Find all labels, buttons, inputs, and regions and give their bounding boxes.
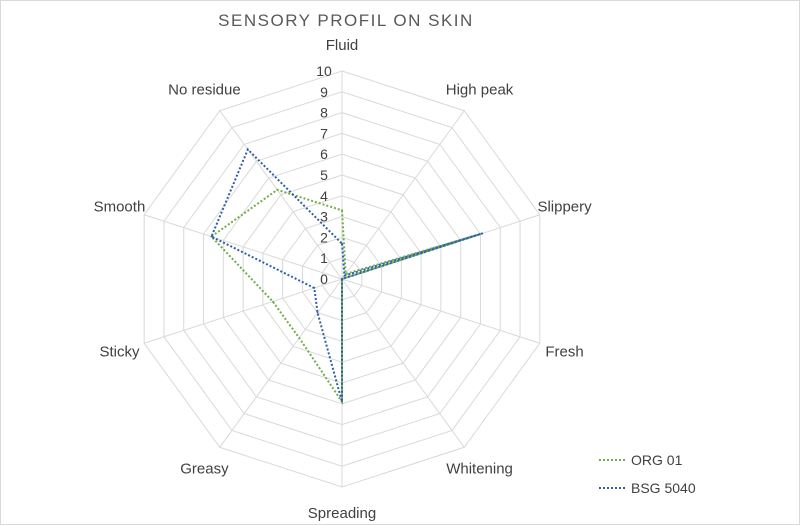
series-1-point xyxy=(247,148,249,151)
series-1-point xyxy=(341,400,343,403)
r-tick-label: 1 xyxy=(320,250,328,266)
axis-label: Whitening xyxy=(446,460,513,477)
series-0-point xyxy=(276,189,279,191)
axis-label: No residue xyxy=(168,82,241,99)
radar-axis-labels: Fluid High peak Slippery Fresh Whitening Spre… xyxy=(94,37,593,522)
series-1-point xyxy=(341,278,343,280)
legend-label-org01: ORG 01 xyxy=(631,452,683,468)
series-1-point xyxy=(313,287,316,289)
chart-title: SENSORY PROFIL ON SKIN xyxy=(218,11,474,30)
axis-label: Fresh xyxy=(545,343,583,360)
r-tick-label: 10 xyxy=(316,63,332,79)
series-1-point xyxy=(481,232,484,235)
legend-swatch-org01 xyxy=(599,459,625,461)
grid-spoke xyxy=(341,278,465,448)
series-0-point xyxy=(341,209,343,212)
series-0-point xyxy=(298,337,301,339)
r-tick-label: 2 xyxy=(320,229,328,245)
r-tick-label: 9 xyxy=(320,84,328,100)
axis-label: Greasy xyxy=(180,460,229,477)
series-1-point xyxy=(341,242,343,245)
r-tick-label: 6 xyxy=(320,146,328,162)
series-0-point xyxy=(271,300,274,303)
axis-label: Sticky xyxy=(99,343,140,360)
grid-spoke xyxy=(219,278,343,448)
series-1-point xyxy=(210,235,213,238)
grid-spoke xyxy=(219,110,343,280)
legend-label-bsg5040: BSG 5040 xyxy=(631,480,696,496)
axis-label: Fluid xyxy=(326,37,359,54)
r-tick-label: 8 xyxy=(320,105,328,121)
legend-swatch-bsg5040 xyxy=(599,487,625,489)
legend-item-org01: ORG 01 xyxy=(599,446,696,474)
series-1-point xyxy=(343,274,346,277)
grid-spoke xyxy=(341,278,540,344)
axis-label: Smooth xyxy=(94,199,146,216)
r-tick-label: 0 xyxy=(320,271,328,287)
radar-ticks: 0 1 2 3 4 5 6 7 8 9 10 xyxy=(316,63,332,287)
axis-label: Slippery xyxy=(537,199,592,216)
series-1-point xyxy=(316,311,319,314)
axis-label: High peak xyxy=(446,82,514,99)
r-tick-label: 5 xyxy=(320,167,328,183)
series-line-1 xyxy=(210,147,483,402)
axis-label: Spreading xyxy=(308,505,376,522)
r-tick-label: 4 xyxy=(320,188,328,204)
grid-spoke xyxy=(144,278,343,344)
legend-item-bsg5040: BSG 5040 xyxy=(599,474,696,502)
r-tick-label: 3 xyxy=(320,209,328,225)
series-line-0 xyxy=(209,188,481,406)
grid-spoke xyxy=(341,110,465,280)
grid-spoke xyxy=(144,214,343,280)
radar-series xyxy=(209,147,484,406)
legend: ORG 01 BSG 5040 xyxy=(599,446,696,502)
r-tick-label: 7 xyxy=(320,125,328,141)
